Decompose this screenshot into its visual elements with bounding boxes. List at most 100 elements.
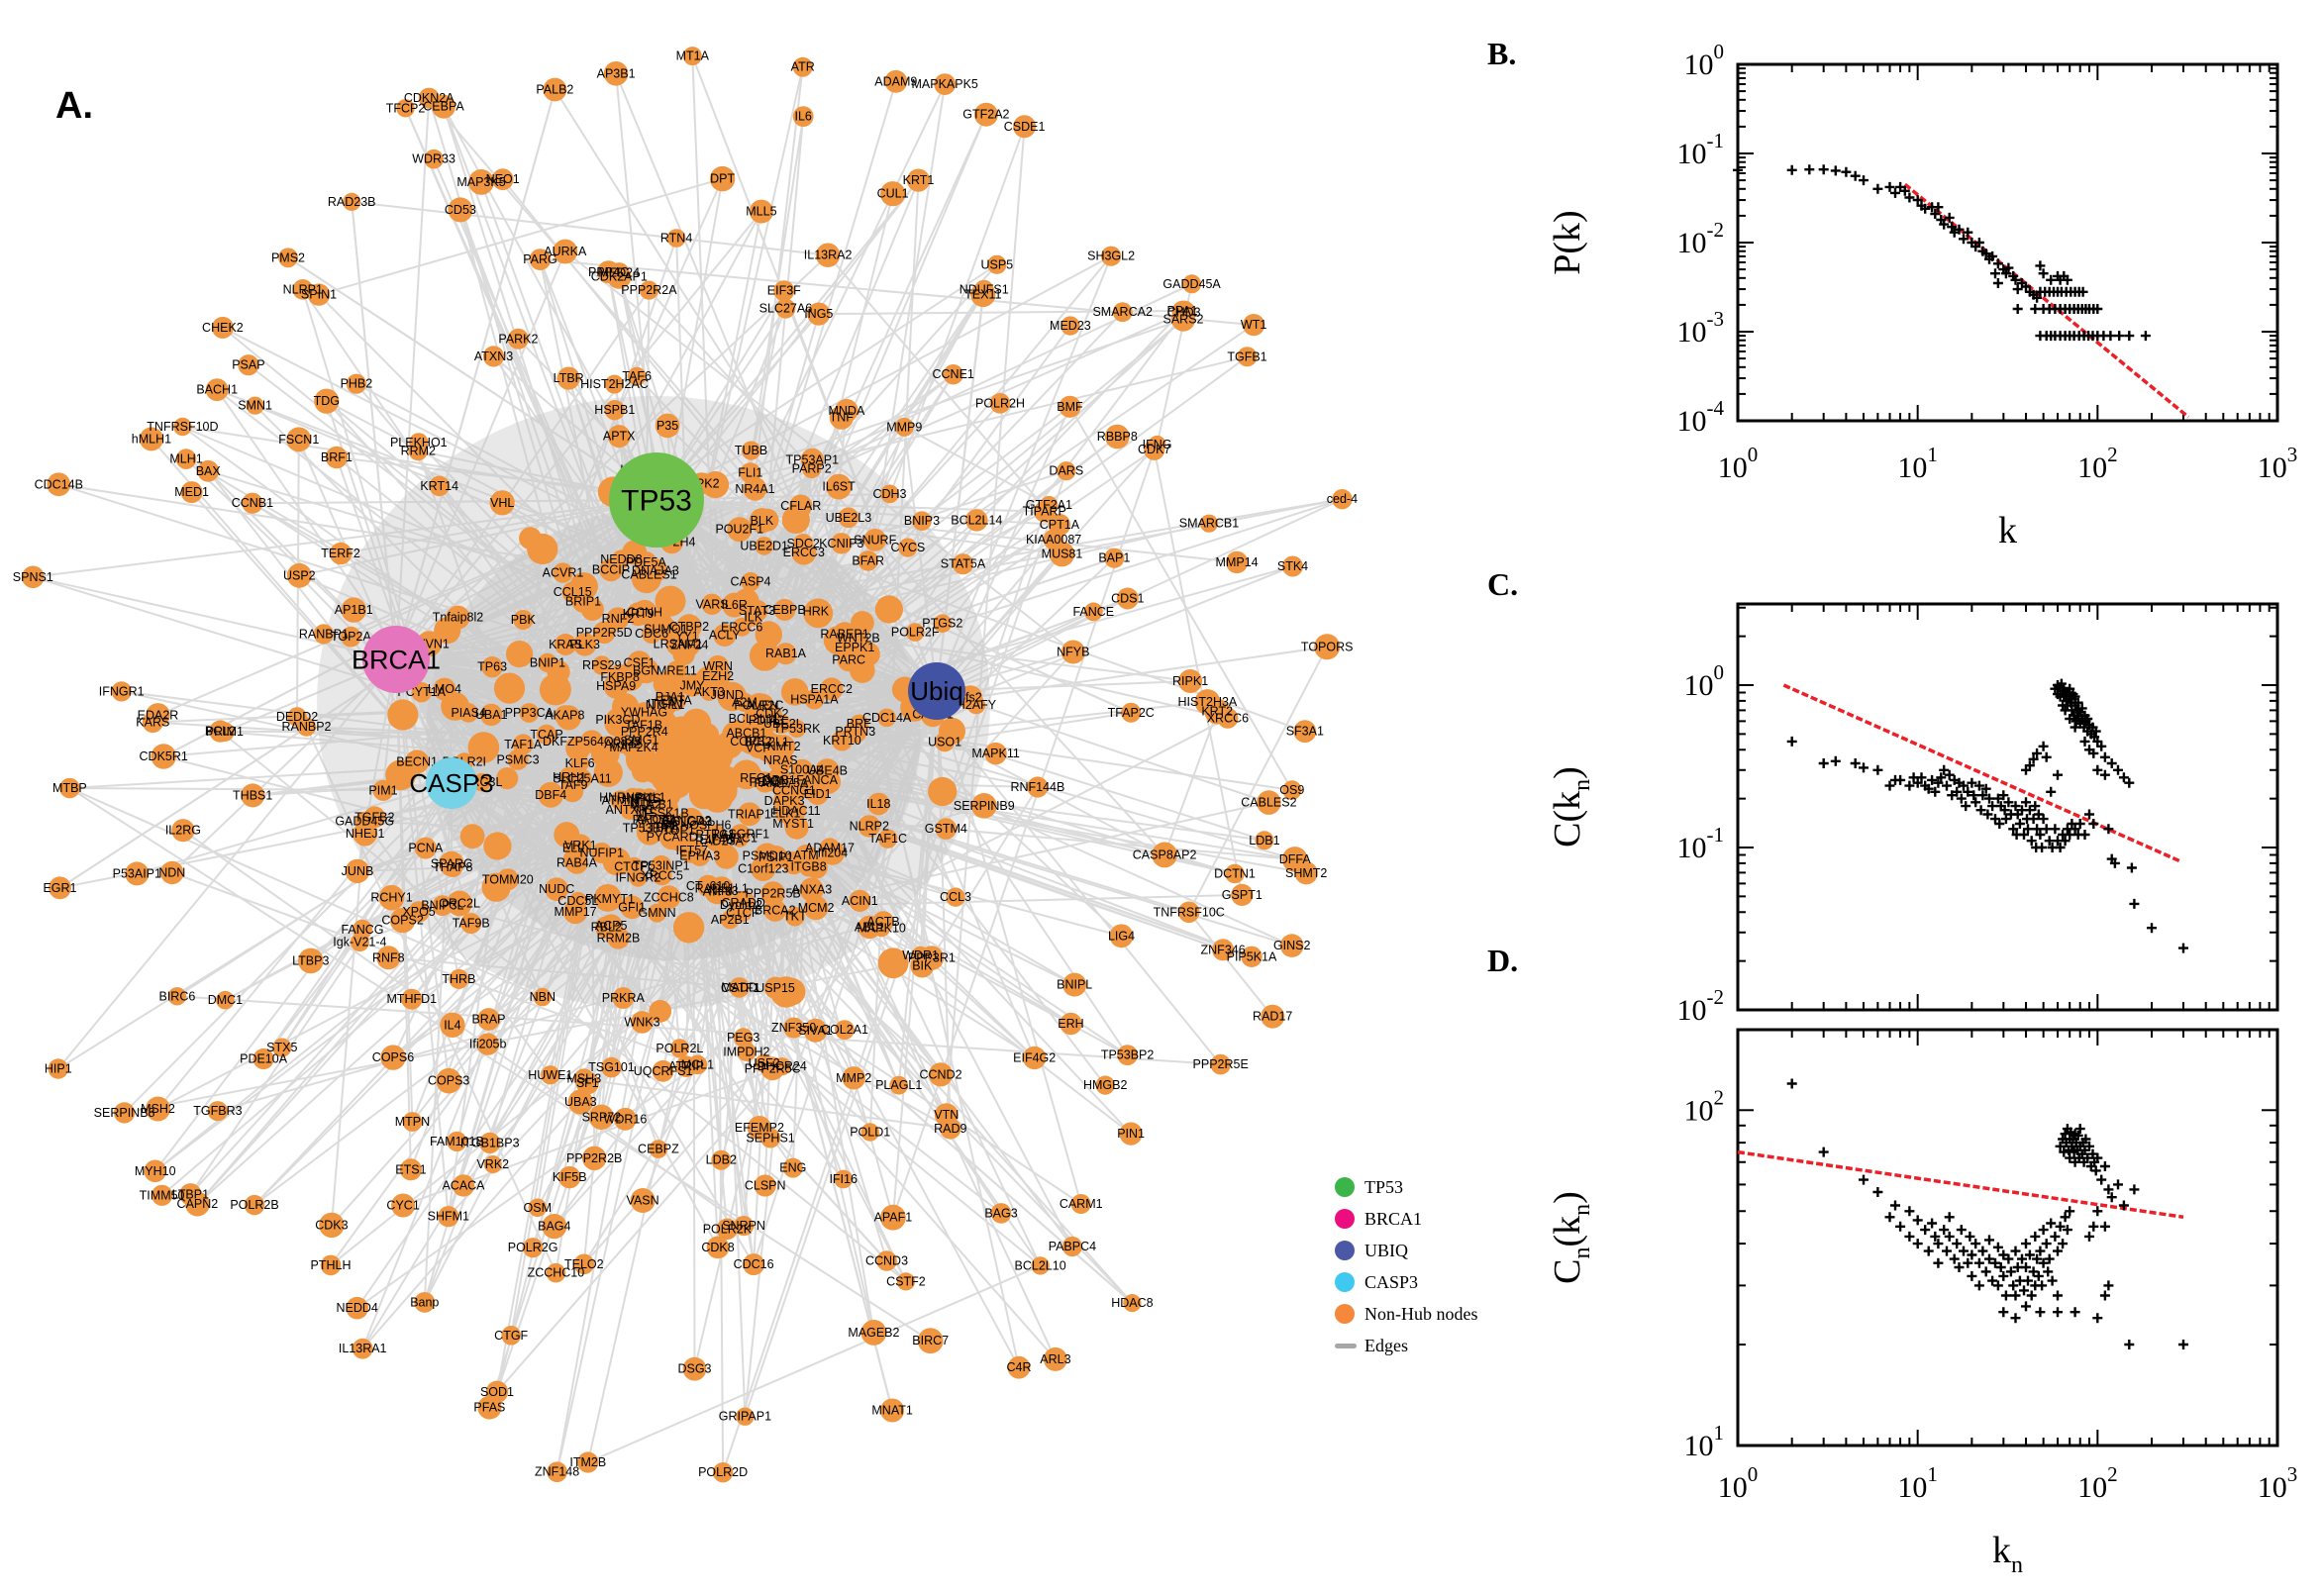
node-label: PDE5A bbox=[626, 555, 667, 569]
data-point bbox=[2026, 1290, 2037, 1301]
hub-node-tp53 bbox=[609, 452, 704, 548]
data-point bbox=[2099, 1221, 2110, 1232]
hub-node-ubiq bbox=[908, 662, 965, 720]
network-node bbox=[565, 851, 588, 874]
network-node bbox=[934, 73, 957, 95]
node-label: PRIM1 bbox=[206, 725, 244, 739]
network-node bbox=[278, 248, 298, 268]
node-label: LIG4 bbox=[1108, 929, 1135, 943]
network-node bbox=[1261, 1004, 1285, 1029]
node-label: NDN bbox=[158, 866, 185, 880]
node-label: TNF bbox=[830, 411, 855, 425]
network-node bbox=[1023, 1046, 1047, 1070]
data-point bbox=[2109, 857, 2120, 868]
network-node bbox=[727, 517, 753, 543]
network-node bbox=[346, 1296, 369, 1320]
node-label: BRAP bbox=[471, 1013, 505, 1027]
data-point bbox=[2096, 741, 2107, 751]
data-point bbox=[1984, 1235, 1994, 1246]
node-label: LTBP1 bbox=[172, 1187, 209, 1201]
node-label: RAD50 bbox=[633, 813, 672, 827]
hub-label-tp53: TP53 bbox=[621, 485, 692, 518]
data-point bbox=[2041, 824, 2052, 835]
node-label: CSDE1 bbox=[1004, 120, 1046, 134]
network-node bbox=[592, 621, 616, 645]
fit-line bbox=[1903, 182, 2190, 419]
network-node bbox=[414, 837, 437, 859]
network-node bbox=[889, 1075, 909, 1095]
node-label: BNIP3L bbox=[421, 899, 463, 913]
network-node bbox=[1083, 602, 1103, 622]
network-node bbox=[756, 508, 779, 532]
node-label: SPARC bbox=[431, 857, 472, 871]
network-node bbox=[1293, 720, 1317, 744]
network-node bbox=[476, 1033, 499, 1055]
node-label: CRADD bbox=[721, 896, 764, 910]
network-node bbox=[482, 346, 505, 367]
node-label: GSTM4 bbox=[925, 822, 967, 836]
network-node bbox=[298, 948, 324, 974]
node-label: GFI1 bbox=[618, 900, 646, 914]
node-label: SARS2 bbox=[1163, 313, 1204, 327]
data-point bbox=[2126, 862, 2137, 873]
network-node bbox=[1178, 669, 1203, 693]
network-node bbox=[496, 767, 519, 790]
network-node bbox=[588, 1104, 615, 1131]
network-node bbox=[906, 168, 931, 192]
node-label: EZH2 bbox=[702, 669, 734, 683]
data-point bbox=[2053, 769, 2063, 780]
data-point bbox=[1818, 758, 1829, 768]
node-label: USP2 bbox=[283, 568, 316, 582]
node-label: NMT2 bbox=[767, 740, 801, 753]
node-label: BMF bbox=[1057, 400, 1083, 414]
node-label: CTCFL bbox=[614, 860, 654, 874]
node-label: GRIPAP1 bbox=[719, 1410, 771, 1424]
node-label: NP bbox=[636, 807, 653, 821]
data-point bbox=[1933, 202, 1944, 213]
network-node bbox=[835, 1020, 855, 1040]
data-point bbox=[2062, 274, 2072, 285]
node-label: HRK bbox=[803, 604, 830, 618]
legend-dot-swatch bbox=[1335, 1241, 1355, 1260]
network-node bbox=[1231, 883, 1254, 907]
node-label: SERPINB8 bbox=[94, 1106, 155, 1120]
data-point bbox=[1859, 175, 1868, 186]
network-node bbox=[378, 884, 405, 911]
network-node bbox=[542, 1214, 567, 1240]
fit-line bbox=[1782, 683, 2182, 863]
data-point bbox=[2070, 691, 2080, 702]
data-point bbox=[1963, 227, 1973, 238]
network-node bbox=[1282, 555, 1303, 577]
network-node bbox=[547, 1461, 567, 1482]
axis-ticks bbox=[1737, 1030, 2278, 1446]
node-label: MSH3 bbox=[566, 1072, 601, 1086]
node-label: RIPK1 bbox=[1172, 674, 1208, 688]
network-node bbox=[536, 724, 557, 746]
data-point bbox=[1904, 192, 1915, 203]
node-label: KIF5B bbox=[553, 1170, 587, 1184]
y-tick-label: 101 bbox=[1684, 1421, 1725, 1462]
node-label: TAF9B bbox=[453, 917, 490, 931]
network-node bbox=[489, 490, 515, 516]
node-label: BGN bbox=[633, 663, 659, 677]
node-label: CSF1 bbox=[624, 656, 656, 670]
network-node bbox=[125, 861, 150, 886]
node-label: DHCR24 bbox=[758, 1059, 807, 1073]
data-point bbox=[1818, 1147, 1829, 1157]
data-point bbox=[1956, 1225, 1967, 1236]
node-label: HIST2H3A bbox=[1178, 695, 1238, 709]
node-label: SMARCA2 bbox=[1092, 305, 1152, 319]
legend-edge-swatch bbox=[1335, 1343, 1357, 1348]
network-node bbox=[607, 664, 633, 690]
data-point bbox=[1930, 1231, 1941, 1242]
data-point bbox=[1944, 769, 1955, 780]
data-point bbox=[2065, 830, 2075, 840]
node-label: BIK bbox=[912, 959, 933, 973]
network-node bbox=[545, 877, 568, 901]
network-node bbox=[207, 1101, 228, 1122]
network-node bbox=[292, 279, 314, 300]
data-point bbox=[1942, 1246, 1952, 1256]
network-node bbox=[1279, 934, 1304, 957]
node-label: hMLH1 bbox=[132, 432, 171, 446]
data-point bbox=[2088, 1221, 2099, 1232]
